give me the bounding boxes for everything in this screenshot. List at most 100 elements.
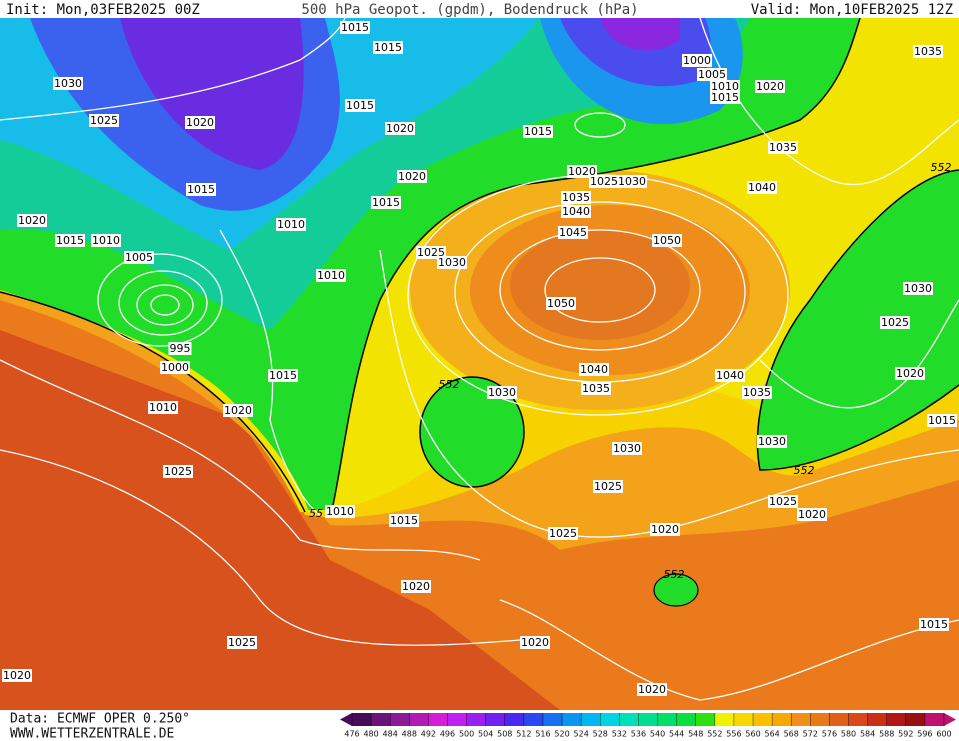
geopotential-label: 552: [664, 568, 685, 581]
isobar: [0, 359, 481, 561]
isobar-label-box: [546, 297, 576, 310]
isobar-label-box: [710, 80, 740, 93]
isobar: [219, 229, 321, 516]
colorbar-swatch: [772, 713, 792, 726]
isobar-label-box: [567, 165, 597, 178]
isobar-label: 1000: [683, 54, 711, 67]
isobar-label: 1015: [56, 234, 84, 247]
isobar-label: 1015: [711, 91, 739, 104]
colorbar-label: 508: [497, 730, 512, 739]
colorbar-swatch: [581, 713, 601, 726]
isobar-label-box: [185, 116, 215, 129]
colorbar-swatch: [714, 713, 735, 726]
isobar-label-box: [895, 367, 925, 380]
isobar-label: 1015: [920, 618, 948, 631]
isobar-label: 1025: [549, 527, 577, 540]
isobar: [118, 270, 208, 336]
high-core: [510, 230, 690, 340]
isobar-label-box: [710, 91, 740, 104]
isobar-label: 1040: [748, 181, 776, 194]
isobar: [574, 112, 626, 138]
colorbar-swatch: [523, 713, 544, 726]
isobar-label: 1015: [928, 414, 956, 427]
isobar-label: 1005: [698, 68, 726, 81]
isobar-label: 1040: [562, 205, 590, 218]
isobar-label: 1020: [18, 214, 46, 227]
header-bar: [0, 0, 959, 18]
isobar: [544, 257, 656, 323]
isobar-label-box: [163, 465, 193, 478]
data-source: Data: ECMWF OPER 0.250°: [10, 712, 190, 727]
isobar-label-box: [268, 369, 298, 382]
isobar-label: 1020: [3, 669, 31, 682]
isobar-label: 1015: [524, 125, 552, 138]
isobar-label-box: [17, 214, 47, 227]
colorbar-label: 552: [707, 730, 722, 739]
isobar-label-box: [345, 99, 375, 112]
isobar: [136, 284, 194, 326]
colorbar-swatch: [867, 713, 888, 726]
colorbar-label: 540: [650, 730, 665, 739]
isobar-label: 1025: [228, 636, 256, 649]
isobar-label-box: [53, 77, 83, 90]
isobar-label-box: [371, 196, 401, 209]
colorbar-label: 576: [822, 730, 837, 739]
isobar-label-box: [520, 636, 550, 649]
isobar-label-box: [581, 382, 611, 395]
colorbar-label: 560: [745, 730, 760, 739]
isobar-label: 1035: [562, 191, 590, 204]
colorbar-arrow: [944, 713, 956, 726]
isobar: [0, 449, 521, 646]
isobar-label: 1045: [559, 226, 587, 239]
isobar-label-box: [160, 361, 190, 374]
valid-time: Valid: Mon,10FEB2025 12Z: [751, 2, 953, 18]
colorbar-label: 592: [898, 730, 913, 739]
isobar-label: 1040: [716, 369, 744, 382]
colorbar-swatch: [447, 713, 468, 726]
isobar-label: 1015: [372, 196, 400, 209]
colorbar-label: 520: [554, 730, 569, 739]
isobar-label: 1030: [613, 442, 641, 455]
isobar-label: 1020: [386, 122, 414, 135]
colorbar-label: 548: [688, 730, 703, 739]
colorbar-label: 528: [593, 730, 608, 739]
isobar-label: 1035: [743, 386, 771, 399]
isobar: [499, 229, 701, 351]
isobar-label: 1015: [187, 183, 215, 196]
isobar-label-box: [652, 234, 682, 247]
isobar: [0, 17, 346, 121]
isobar-label-box: [2, 669, 32, 682]
colorbar-swatch: [905, 713, 926, 726]
colorbar-swatch: [886, 713, 907, 726]
isobar-label-box: [276, 218, 306, 231]
isobar-label: 1025: [164, 465, 192, 478]
isobar: [97, 253, 223, 347]
isobar-label-box: [612, 442, 642, 455]
isobar-label-box: [650, 523, 680, 536]
site: WWW.WETTERZENTRALE.DE: [10, 727, 174, 741]
colorbar-swatch: [390, 713, 410, 726]
isobar-label: 1020: [638, 683, 666, 696]
isobar-label-box: [186, 183, 216, 196]
isobar-label: 1010: [92, 234, 120, 247]
isobar-label: 995: [170, 342, 191, 355]
init-time: Init: Mon,03FEB2025 00Z: [6, 2, 200, 18]
colorbar-swatch: [466, 713, 487, 726]
colorbar-label: 564: [764, 730, 779, 739]
isobar-label-box: [768, 495, 798, 508]
colorbar-label: 492: [421, 730, 436, 739]
isobar-label: 1025: [881, 316, 909, 329]
colorbar-swatch: [562, 713, 582, 726]
isobar-label-box: [747, 181, 777, 194]
isobar-label: 1020: [896, 367, 924, 380]
colorbar-label: 504: [478, 730, 493, 739]
geopotential-label: 55: [309, 507, 323, 520]
isobar-label-box: [89, 114, 119, 127]
isobar-label: 1050: [653, 234, 681, 247]
geopotential-label: 552: [931, 161, 952, 174]
isobar-label-box: [637, 683, 667, 696]
colorbar-label: 580: [841, 730, 856, 739]
colorbar-swatch: [829, 713, 850, 726]
isobar-label-box: [124, 251, 154, 264]
colorbar-swatch: [676, 713, 697, 726]
